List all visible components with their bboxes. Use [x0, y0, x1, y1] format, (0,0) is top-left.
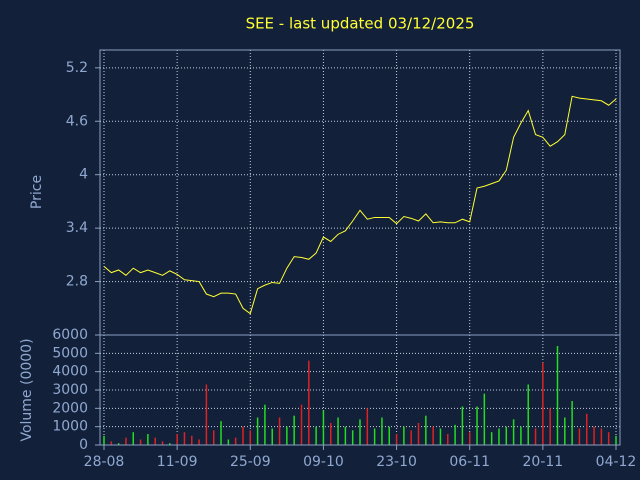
x-tick-label: 28-08: [84, 454, 125, 470]
y-axis-label: Price: [29, 175, 45, 209]
plot-frame: [99, 334, 621, 446]
y-tick-label: 4.6: [66, 113, 88, 129]
x-tick-label: 06-11: [449, 454, 490, 470]
y-tick-label: 4000: [52, 364, 88, 380]
x-tick-label: 11-09: [157, 454, 198, 470]
volume-axis-label: Volume (0000): [19, 338, 35, 441]
y-tick-label: 6000: [52, 327, 88, 343]
price-line: [103, 95, 617, 315]
y-tick-label: 3000: [52, 382, 88, 398]
y-tick-label: 5.2: [66, 60, 88, 76]
y-tick-label: 2.8: [66, 274, 88, 290]
y-tick-label: 4: [79, 167, 88, 183]
x-tick-label: 23-10: [376, 454, 417, 470]
x-tick-label: 04-12: [596, 454, 637, 470]
x-tick-label: 09-10: [303, 454, 344, 470]
x-tick-label: 25-09: [230, 454, 271, 470]
y-tick-label: 3.4: [66, 220, 88, 236]
y-tick-label: 0: [79, 437, 88, 453]
x-tick-label: 20-11: [523, 454, 564, 470]
y-tick-label: 5000: [52, 345, 88, 361]
y-tick-label: 2000: [52, 400, 88, 416]
chart-title: SEE - last updated 03/12/2025: [246, 15, 475, 33]
y-tick-label: 1000: [52, 419, 88, 435]
